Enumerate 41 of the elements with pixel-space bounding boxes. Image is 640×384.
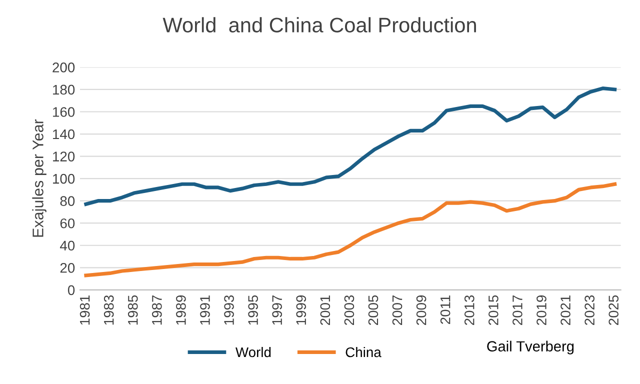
x-tick-label: 2019	[536, 295, 546, 325]
y-axis-title: Exajules per Year	[32, 119, 46, 237]
y-tick-label: 0	[68, 285, 75, 296]
chart-title: World and China Coal Production	[162, 17, 476, 32]
x-tick-label: 1999	[296, 295, 306, 325]
x-tick-label: 1983	[104, 295, 114, 325]
x-tick-label: 2011	[440, 295, 450, 324]
x-tick-label: 1995	[248, 295, 258, 325]
x-tick-label: 2017	[512, 295, 522, 325]
x-tick-label: 2001	[320, 295, 330, 325]
y-tick-label: 20	[60, 262, 75, 273]
x-tick-label: 2005	[368, 295, 378, 325]
line-series	[84, 86, 617, 206]
y-tick-label: 40	[60, 240, 75, 251]
x-tick-label: 2013	[464, 295, 474, 325]
x-tick-label: 1997	[272, 295, 282, 325]
x-tick-label: 2021	[560, 295, 570, 325]
x-tick-label: 1993	[224, 295, 234, 325]
x-tick-label: 2009	[416, 295, 426, 325]
x-tick-label: 2023	[584, 295, 594, 325]
x-tick-label: 1987	[152, 295, 162, 325]
x-tick-label: 2015	[488, 295, 498, 325]
x-tick-label: 1989	[176, 295, 186, 325]
text: Gail Tverberg	[487, 340, 574, 354]
y-tick-label: 80	[60, 196, 75, 206]
y-tick-label: 120	[53, 152, 75, 162]
x-tick-label: 2025	[608, 295, 619, 325]
x-tick-label: 1991	[200, 295, 210, 325]
y-tick-label: 140	[53, 129, 75, 140]
legend-label: World	[236, 346, 271, 358]
y-tick-label: 160	[53, 107, 75, 117]
x-tick-label: 2003	[344, 295, 354, 325]
x-tick-label: 1985	[128, 295, 138, 325]
y-tick-label: 60	[60, 218, 75, 228]
x-tick-label: 2007	[392, 295, 402, 325]
y-tick-label: 200	[52, 62, 75, 72]
legend-label: China	[346, 346, 382, 358]
x-tick-label: 1981	[80, 295, 90, 325]
line-series	[84, 182, 617, 278]
y-tick-label: 100	[53, 174, 75, 184]
y-tick-label: 180	[53, 84, 75, 95]
